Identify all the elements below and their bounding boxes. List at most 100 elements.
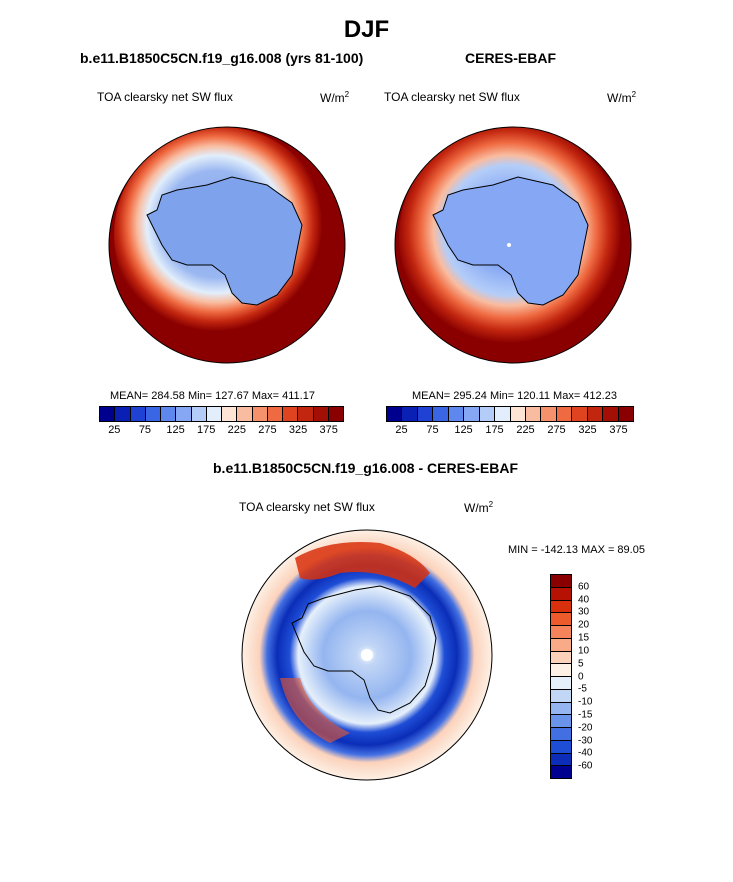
left-colorbar-swatch: [222, 407, 238, 421]
diff-colorbar-swatch: [551, 613, 571, 626]
diff-colorbar-tick-label: -15: [578, 709, 593, 721]
diff-stats: MIN = -142.13 MAX = 89.05: [508, 544, 645, 556]
diff-units: W/m2: [464, 500, 494, 515]
diff-colorbar-swatch: [551, 728, 571, 741]
right-colorbar-tick-label: 375: [609, 424, 628, 436]
left-colorbar-swatch: [191, 407, 207, 421]
right-colorbar-swatch: [495, 407, 511, 421]
left-colorbar: [99, 406, 344, 422]
diff-colorbar-swatch: [551, 575, 571, 588]
right-polar-map: [394, 126, 632, 364]
left-variable-label: TOA clearsky net SW flux: [97, 90, 233, 104]
right-colorbar-swatch: [525, 407, 542, 421]
right-colorbar-swatch: [572, 407, 588, 421]
right-colorbar-ticks: 25 75 125 175 225 275 325 375: [386, 424, 634, 438]
left-colorbar-swatch: [115, 407, 131, 421]
right-panel-title: CERES-EBAF: [465, 50, 557, 66]
diff-colorbar-swatch: [551, 600, 571, 614]
diff-colorbar-tick-label: 60: [578, 581, 590, 593]
right-colorbar-swatch: [603, 407, 619, 421]
left-colorbar-swatch: [176, 407, 192, 421]
diff-colorbar-tick-label: 5: [578, 658, 584, 670]
left-colorbar-tick-label: 375: [319, 424, 338, 436]
diff-colorbar-swatch: [551, 677, 571, 690]
right-colorbar-swatch: [464, 407, 480, 421]
left-colorbar-swatch: [267, 407, 283, 421]
right-colorbar-tick-label: 325: [578, 424, 597, 436]
diff-colorbar-tick-label: 10: [578, 645, 590, 657]
left-polar-map: [108, 126, 346, 364]
diff-colorbar-tick-label: -60: [578, 760, 593, 772]
right-colorbar-tick-label: 125: [454, 424, 473, 436]
right-colorbar: [386, 406, 634, 422]
diff-colorbar-swatch: [551, 702, 571, 716]
left-colorbar-swatch: [237, 407, 253, 421]
right-colorbar-swatch: [387, 407, 403, 421]
diff-colorbar-tick-label: -5: [578, 683, 587, 695]
left-colorbar-swatch: [100, 407, 116, 421]
left-colorbar-swatch: [313, 407, 329, 421]
diff-colorbar-swatch: [551, 766, 571, 778]
diff-colorbar-ticks: 60 40 30 20 15 10 5 0 -5 -10 -15 -20 -30 -40 -60: [578, 574, 618, 779]
left-colorbar-swatch: [145, 407, 161, 421]
diff-colorbar-swatch: [551, 651, 571, 665]
right-stats: MEAN= 295.24 Min= 120.11 Max= 412.23: [412, 390, 617, 402]
left-colorbar-ticks: 25 75 125 175 225 275 325 375: [99, 424, 344, 438]
diff-colorbar-swatch: [551, 587, 571, 601]
left-colorbar-swatch: [206, 407, 222, 421]
left-colorbar-tick-label: 125: [166, 424, 185, 436]
diff-colorbar-tick-label: 15: [578, 632, 590, 644]
diff-colorbar-tick-label: -10: [578, 696, 593, 708]
diff-variable-label: TOA clearsky net SW flux: [239, 500, 375, 514]
right-colorbar-swatch: [448, 407, 465, 421]
right-colorbar-swatch: [479, 407, 496, 421]
diff-colorbar-tick-label: 40: [578, 594, 590, 606]
diff-colorbar-tick-label: 30: [578, 606, 590, 618]
right-colorbar-tick-label: 225: [516, 424, 535, 436]
left-colorbar-tick-label: 325: [288, 424, 308, 436]
left-colorbar-tick-label: 25: [108, 424, 121, 436]
diff-colorbar-swatch: [551, 626, 571, 639]
left-panel-title: b.e11.B1850C5CN.f19_g16.008 (yrs 81-100): [80, 50, 364, 66]
diff-colorbar-swatch: [551, 740, 571, 754]
diff-colorbar: [550, 574, 572, 779]
left-colorbar-tick-label: 175: [197, 424, 216, 436]
right-colorbar-tick-label: 75: [426, 424, 439, 436]
right-colorbar-swatch: [587, 407, 604, 421]
left-colorbar-swatch: [328, 407, 343, 421]
figure-title: DJF: [343, 16, 390, 43]
right-colorbar-swatch: [556, 407, 573, 421]
right-colorbar-swatch: [618, 407, 633, 421]
diff-colorbar-swatch: [551, 638, 571, 652]
right-colorbar-swatch: [541, 407, 557, 421]
left-colorbar-tick-label: 75: [138, 424, 152, 436]
diff-colorbar-swatch: [551, 664, 571, 677]
left-colorbar-swatch: [283, 407, 299, 421]
left-colorbar-swatch: [298, 407, 314, 421]
diff-polar-map: [241, 529, 493, 781]
diff-panel-title: b.e11.B1850C5CN.f19_g16.008 - CERES-EBAF: [213, 460, 519, 476]
diff-colorbar-swatch: [551, 753, 571, 767]
right-colorbar-tick-label: 275: [547, 424, 566, 436]
right-colorbar-swatch: [402, 407, 418, 421]
diff-colorbar-tick-label: 0: [578, 671, 584, 682]
diff-colorbar-tick-label: -30: [578, 735, 593, 747]
right-colorbar-swatch: [510, 407, 526, 421]
left-colorbar-swatch: [252, 407, 268, 421]
right-colorbar-swatch: [433, 407, 449, 421]
right-colorbar-tick-label: 25: [395, 424, 408, 436]
diff-colorbar-swatch: [551, 689, 571, 703]
right-units: W/m2: [607, 90, 637, 105]
diff-colorbar-tick-label: 20: [578, 619, 590, 631]
diff-colorbar-tick-label: -20: [578, 722, 593, 734]
right-colorbar-swatch: [417, 407, 434, 421]
right-colorbar-tick-label: 175: [485, 424, 504, 436]
left-units: W/m2: [320, 90, 350, 105]
left-colorbar-swatch: [130, 407, 146, 421]
right-variable-label: TOA clearsky net SW flux: [384, 90, 520, 104]
left-stats: MEAN= 284.58 Min= 127.67 Max= 411.17: [110, 390, 315, 402]
left-colorbar-tick-label: 225: [227, 424, 246, 436]
diff-colorbar-swatch: [551, 715, 571, 728]
diff-colorbar-tick-label: -40: [578, 747, 593, 759]
left-colorbar-swatch: [161, 407, 177, 421]
